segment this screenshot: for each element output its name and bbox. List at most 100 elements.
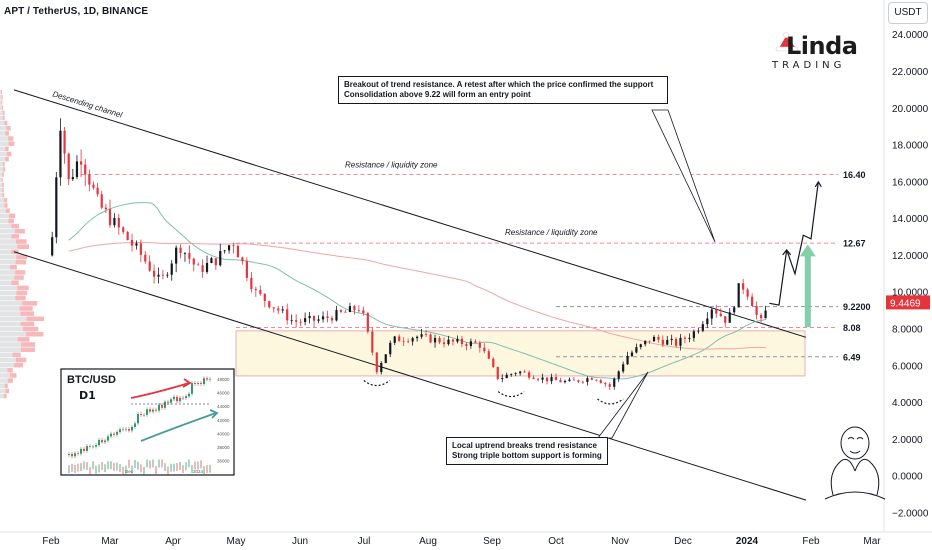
btc-candle-body xyxy=(155,409,157,411)
candle-body xyxy=(604,383,607,385)
price-axis[interactable]: 24.0000 22.0000 20.0000 18.0000 16.0000 14.00… xyxy=(883,0,932,550)
btc-candle-body xyxy=(140,413,142,416)
candle-body xyxy=(84,164,87,175)
btc-volume-bar xyxy=(143,466,145,475)
candle-body xyxy=(100,194,103,208)
candle-body xyxy=(92,184,95,188)
symbol-title: APT / TetherUS, 1D, BINANCE xyxy=(4,6,149,17)
btc-inset-tick: 38000 xyxy=(217,445,230,450)
volume-bar-sell xyxy=(15,295,26,301)
candle-body xyxy=(254,289,257,291)
candle-body xyxy=(236,245,240,258)
candle-body xyxy=(250,277,253,290)
breakout-note: Breakout of trend resistance. A retest a… xyxy=(338,76,668,104)
btc-volume-bar xyxy=(140,464,142,473)
candle-body xyxy=(563,381,567,383)
btc-inset-tick: 36000 xyxy=(217,459,230,464)
face-mouth xyxy=(849,450,861,454)
candle-body xyxy=(398,336,401,342)
candle-body xyxy=(630,352,634,356)
btc-volume-bar xyxy=(158,459,160,468)
time-tick-label: Mar xyxy=(863,536,881,547)
candle-body xyxy=(79,161,83,165)
btc-candle-body xyxy=(176,396,178,402)
btc-volume-bar xyxy=(131,465,133,474)
volume-bar-buy xyxy=(0,311,21,316)
candle-body xyxy=(670,338,673,341)
candle-body xyxy=(568,379,571,382)
candle-body xyxy=(456,338,459,342)
btc-volume-bar xyxy=(179,461,181,470)
volume-bar-sell xyxy=(20,311,35,316)
candle-body xyxy=(554,377,558,381)
candle-body xyxy=(55,177,58,238)
candle-body xyxy=(438,337,441,343)
candle-body xyxy=(692,331,695,338)
volume-bar-sell xyxy=(16,290,28,296)
channel-lower xyxy=(13,251,807,501)
candle-body xyxy=(433,337,437,343)
breakout-note-line-2: Consolidation above 9.22 will form an en… xyxy=(344,90,531,99)
volume-bar-buy xyxy=(0,368,8,373)
btc-red-arrowhead xyxy=(182,378,192,388)
volume-bar-sell xyxy=(2,182,4,188)
candle-body xyxy=(402,341,405,343)
candle-body xyxy=(639,344,642,348)
candles xyxy=(51,118,767,405)
candle-body xyxy=(339,310,343,312)
volume-bar-sell xyxy=(11,234,20,239)
candle-body xyxy=(674,338,678,346)
btc-volume-bar xyxy=(80,463,82,472)
volume-bar-sell xyxy=(9,213,16,219)
candle-body xyxy=(626,355,629,365)
green-up-arrow xyxy=(799,244,816,328)
bottom-marker xyxy=(497,391,525,398)
candle-body xyxy=(424,334,428,336)
btc-volume-bar xyxy=(113,462,115,471)
btc-candle-body xyxy=(128,429,130,431)
candle-body xyxy=(179,247,182,253)
volume-bar-sell xyxy=(4,198,8,203)
volume-bar-buy xyxy=(0,131,6,136)
santa-hat-icon xyxy=(775,32,799,52)
candle-body xyxy=(648,340,651,342)
btc-candle-body xyxy=(152,409,154,412)
candle-body xyxy=(683,337,687,339)
forecast-path xyxy=(769,180,822,328)
logo-title: Linda xyxy=(786,32,858,60)
uptrend-note-line-2: Strong triple bottom support is forming xyxy=(452,451,602,460)
level-label: 9.2200 xyxy=(843,302,871,312)
candle-body xyxy=(737,283,740,308)
time-axis[interactable]: Feb Mar Apr May Jun Jul Aug Sep Oct Nov Dec 2024 Feb… xyxy=(0,531,932,547)
volume-bar-sell xyxy=(15,270,26,275)
candle-body xyxy=(157,274,160,277)
price-tick-label: 14.0000 xyxy=(892,214,929,225)
candle-body xyxy=(108,209,112,226)
candle-body xyxy=(514,373,517,375)
candle-body xyxy=(528,372,531,378)
candle-body xyxy=(465,344,468,347)
price-tick-label: 6.0000 xyxy=(892,361,923,372)
btc-volume-bar xyxy=(173,463,175,472)
channel-upper xyxy=(13,89,807,338)
candle-body xyxy=(366,313,369,332)
candle-body xyxy=(706,318,709,325)
btc-candle-body xyxy=(98,439,100,446)
candle-body xyxy=(348,306,352,312)
btc-inset-xtick: 2024 xyxy=(193,469,204,474)
currency-button[interactable]: USDT xyxy=(888,2,928,24)
candle-body xyxy=(227,245,231,251)
btc-candle-body xyxy=(74,453,76,457)
price-tick-label: 18.0000 xyxy=(892,141,929,152)
volume-bar-sell xyxy=(17,337,30,342)
volume-bar-sell xyxy=(2,187,4,193)
candle-body xyxy=(492,358,495,367)
candle-body xyxy=(263,293,266,302)
volume-bar-buy xyxy=(0,234,12,239)
level-label: 6.49 xyxy=(843,352,861,362)
candle-body xyxy=(71,177,74,180)
btc-volume-bar xyxy=(146,459,148,468)
volume-bar-buy xyxy=(0,383,5,389)
volume-bar-buy xyxy=(0,136,9,141)
volume-bar-sell xyxy=(13,362,24,368)
